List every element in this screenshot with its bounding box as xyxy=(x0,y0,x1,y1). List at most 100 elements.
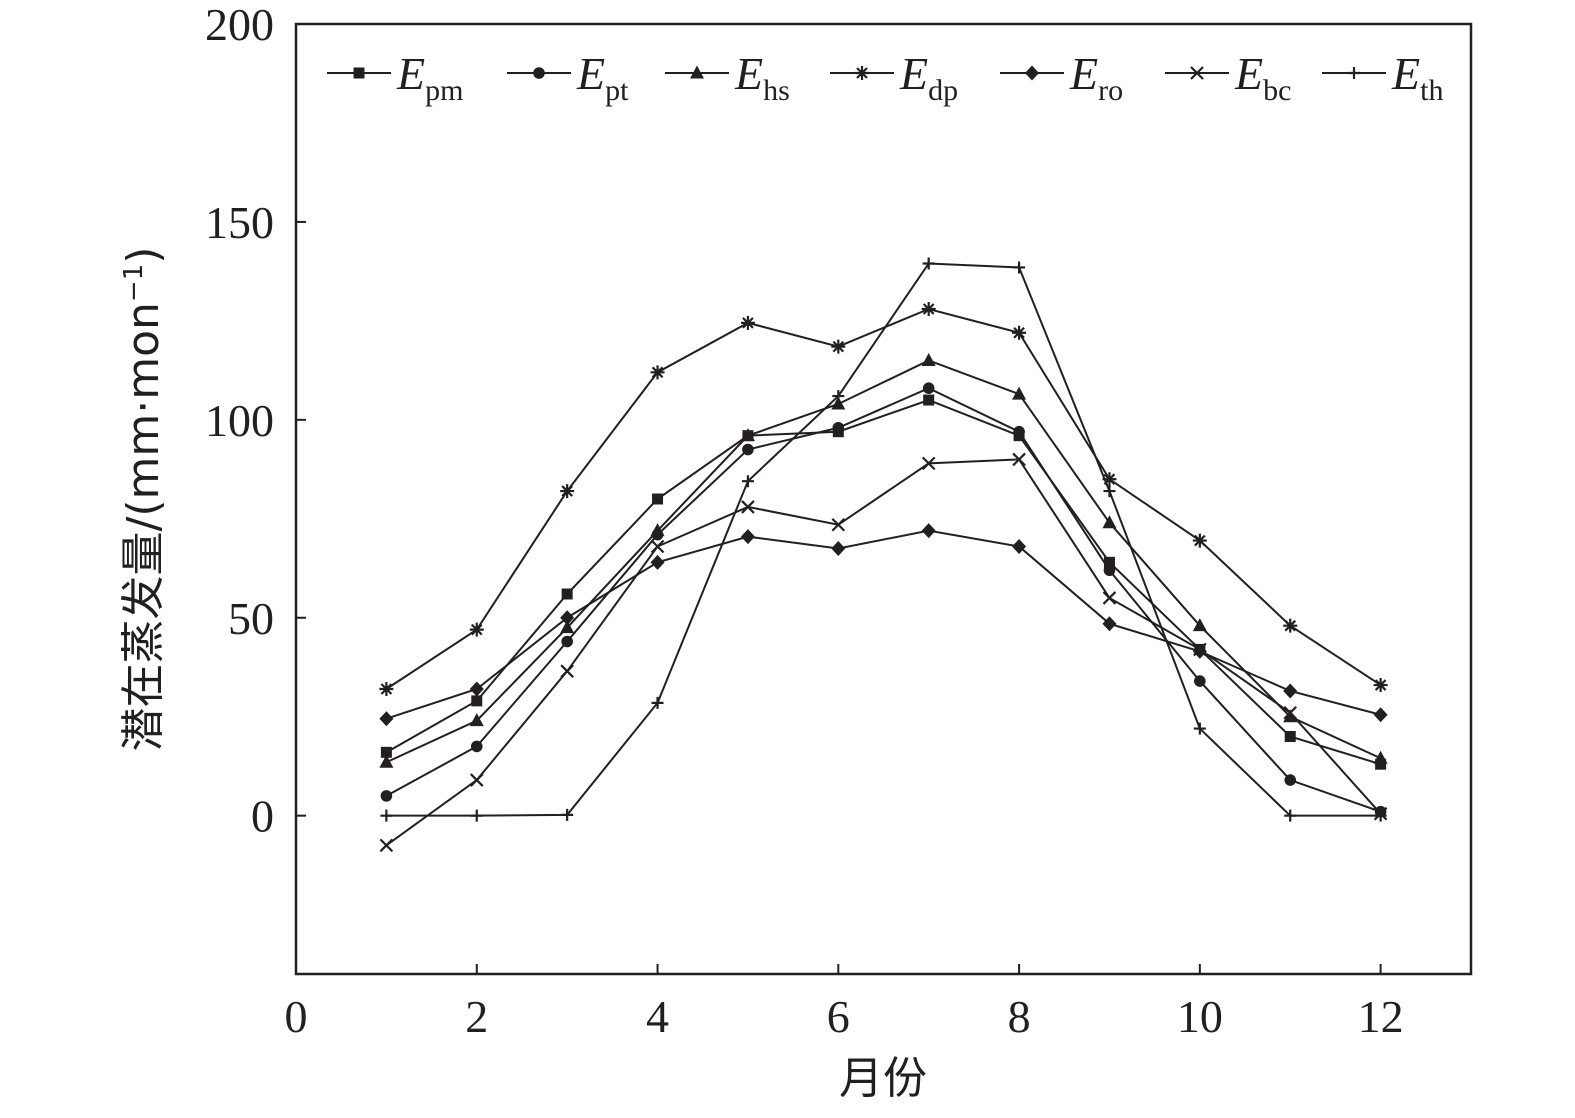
point-th-5 xyxy=(741,475,754,488)
series-dp xyxy=(379,302,1388,696)
series-line-dp xyxy=(385,307,1382,690)
point-th-4 xyxy=(651,696,664,709)
legend-marker-th xyxy=(1348,67,1360,79)
point-dp-6 xyxy=(831,339,846,354)
x-tick-label-6: 6 xyxy=(827,991,850,1042)
point-hs-6 xyxy=(831,396,846,410)
legend-label-main-ro: E xyxy=(1069,48,1098,99)
legend-item-hs: Ehs xyxy=(665,48,790,107)
y-tick-label-150: 150 xyxy=(205,197,274,248)
legend-item-bc: Ebc xyxy=(1165,48,1291,107)
point-hs-10 xyxy=(1192,618,1207,632)
point-bc-2 xyxy=(469,773,484,787)
point-th-1 xyxy=(380,809,393,822)
y-tick-label-200: 200 xyxy=(205,0,274,50)
legend-marker-pt xyxy=(533,67,545,79)
series-line-pm xyxy=(385,398,1381,766)
point-pm-2 xyxy=(471,695,483,707)
point-th-2 xyxy=(470,809,483,822)
point-bc-1 xyxy=(379,838,394,853)
legend-item-ro: Ero xyxy=(1000,48,1123,107)
point-th-12 xyxy=(1374,809,1387,822)
point-th-10 xyxy=(1193,722,1206,735)
series-layer xyxy=(379,257,1388,853)
legend-label-main-th: E xyxy=(1391,48,1420,99)
series-th xyxy=(380,257,1387,822)
legend-label-sub-th: th xyxy=(1420,74,1443,107)
legend-label-sub-ro: ro xyxy=(1098,74,1123,107)
point-pm-12 xyxy=(1375,758,1387,770)
point-th-6 xyxy=(832,390,845,403)
series-line-hs xyxy=(385,359,1382,764)
series-line-ro xyxy=(386,529,1381,720)
point-pt-9 xyxy=(1103,564,1116,577)
point-hs-9 xyxy=(1102,515,1117,529)
x-tick-label-8: 8 xyxy=(1008,991,1031,1042)
plot-frame xyxy=(294,22,1473,976)
series-line-pt xyxy=(385,387,1381,813)
x-tick-label-0: 0 xyxy=(285,991,308,1042)
point-bc-10 xyxy=(1193,642,1207,657)
point-ro-3 xyxy=(560,610,575,626)
point-hs-12 xyxy=(1373,750,1388,764)
point-bc-3 xyxy=(560,664,574,678)
point-dp-4 xyxy=(650,365,665,380)
series-hs xyxy=(379,352,1388,768)
point-ro-7 xyxy=(921,523,936,539)
legend-item-pt: Ept xyxy=(507,48,629,107)
legend-label-dp: Edp xyxy=(899,48,958,107)
legend-label-th: Eth xyxy=(1391,48,1443,107)
point-dp-3 xyxy=(560,484,575,499)
series-pt xyxy=(380,382,1387,818)
legend-label-main-pm: E xyxy=(396,48,425,99)
legend-label-main-hs: E xyxy=(734,48,763,99)
series-line-bc xyxy=(385,458,1382,847)
y-axis-title-sup: −1 xyxy=(119,264,149,302)
series-ro xyxy=(379,523,1388,727)
legend-label-bc: Ebc xyxy=(1234,48,1291,107)
point-ro-11 xyxy=(1283,683,1298,699)
point-pm-4 xyxy=(652,493,664,505)
point-hs-2 xyxy=(469,713,484,727)
point-pt-1 xyxy=(380,790,393,802)
point-th-3 xyxy=(561,808,574,821)
point-pm-7 xyxy=(923,394,935,406)
point-pt-11 xyxy=(1284,774,1297,786)
point-pt-3 xyxy=(561,635,573,648)
point-dp-8 xyxy=(1012,325,1027,340)
point-hs-5 xyxy=(740,428,755,442)
ticks-layer: 0 2 4 6 8 10 12 0 50 100 150 200 xyxy=(205,0,1404,1042)
legend-marker-dp xyxy=(855,66,869,80)
legend-item-th: Eth xyxy=(1322,48,1443,107)
point-ro-6 xyxy=(831,540,846,556)
point-pt-10 xyxy=(1194,675,1206,687)
legend-label-main-pt: E xyxy=(576,48,605,99)
legend-label-sub-pt: pt xyxy=(605,74,629,107)
point-ro-9 xyxy=(1102,616,1117,632)
y-axis-title-close: ) xyxy=(118,247,169,264)
point-bc-7 xyxy=(921,456,936,471)
point-pt-2 xyxy=(470,740,483,753)
point-ro-12 xyxy=(1373,707,1388,723)
point-bc-6 xyxy=(831,517,846,532)
y-tick-label-0: 0 xyxy=(251,791,274,842)
legend: Epm Ept Ehs Edp Ero Ebc Eth xyxy=(327,48,1443,107)
legend-item-dp: Edp xyxy=(830,48,958,107)
point-bc-4 xyxy=(650,539,665,554)
point-dp-5 xyxy=(740,315,755,330)
point-dp-1 xyxy=(379,682,394,696)
legend-marker-pm xyxy=(353,67,365,79)
point-pt-7 xyxy=(922,382,935,394)
point-dp-2 xyxy=(469,622,484,637)
point-dp-7 xyxy=(921,302,936,316)
x-tick-label-12: 12 xyxy=(1358,991,1404,1042)
x-tick-label-2: 2 xyxy=(465,991,488,1042)
point-pm-3 xyxy=(561,588,573,600)
x-tick-label-4: 4 xyxy=(646,991,669,1042)
point-hs-1 xyxy=(379,754,394,768)
point-ro-8 xyxy=(1012,539,1027,554)
x-axis-title: 月份 xyxy=(839,1053,927,1104)
point-dp-12 xyxy=(1373,678,1388,693)
y-tick-label-50: 50 xyxy=(228,593,274,644)
point-bc-11 xyxy=(1283,705,1298,720)
